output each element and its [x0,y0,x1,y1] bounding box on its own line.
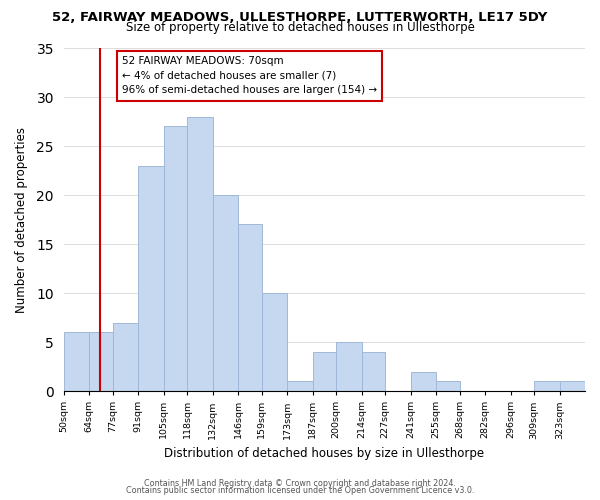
Bar [187,116,212,391]
Bar [164,126,187,391]
Text: 52 FAIRWAY MEADOWS: 70sqm
← 4% of detached houses are smaller (7)
96% of semi-de: 52 FAIRWAY MEADOWS: 70sqm ← 4% of detach… [122,56,377,96]
Bar [362,352,385,391]
Bar [560,382,585,391]
Text: Contains HM Land Registry data © Crown copyright and database right 2024.: Contains HM Land Registry data © Crown c… [144,479,456,488]
Bar [113,322,138,391]
Bar [313,352,336,391]
Bar [89,332,113,391]
Text: Size of property relative to detached houses in Ullesthorpe: Size of property relative to detached ho… [125,22,475,35]
Bar [436,382,460,391]
Bar [212,195,238,391]
Bar [336,342,362,391]
Y-axis label: Number of detached properties: Number of detached properties [15,126,28,312]
Bar [138,166,164,391]
Text: 52, FAIRWAY MEADOWS, ULLESTHORPE, LUTTERWORTH, LE17 5DY: 52, FAIRWAY MEADOWS, ULLESTHORPE, LUTTER… [52,11,548,24]
X-axis label: Distribution of detached houses by size in Ullesthorpe: Distribution of detached houses by size … [164,447,484,460]
Bar [238,224,262,391]
Text: Contains public sector information licensed under the Open Government Licence v3: Contains public sector information licen… [126,486,474,495]
Bar [262,293,287,391]
Bar [410,372,436,391]
Bar [287,382,313,391]
Bar [64,332,89,391]
Bar [534,382,560,391]
